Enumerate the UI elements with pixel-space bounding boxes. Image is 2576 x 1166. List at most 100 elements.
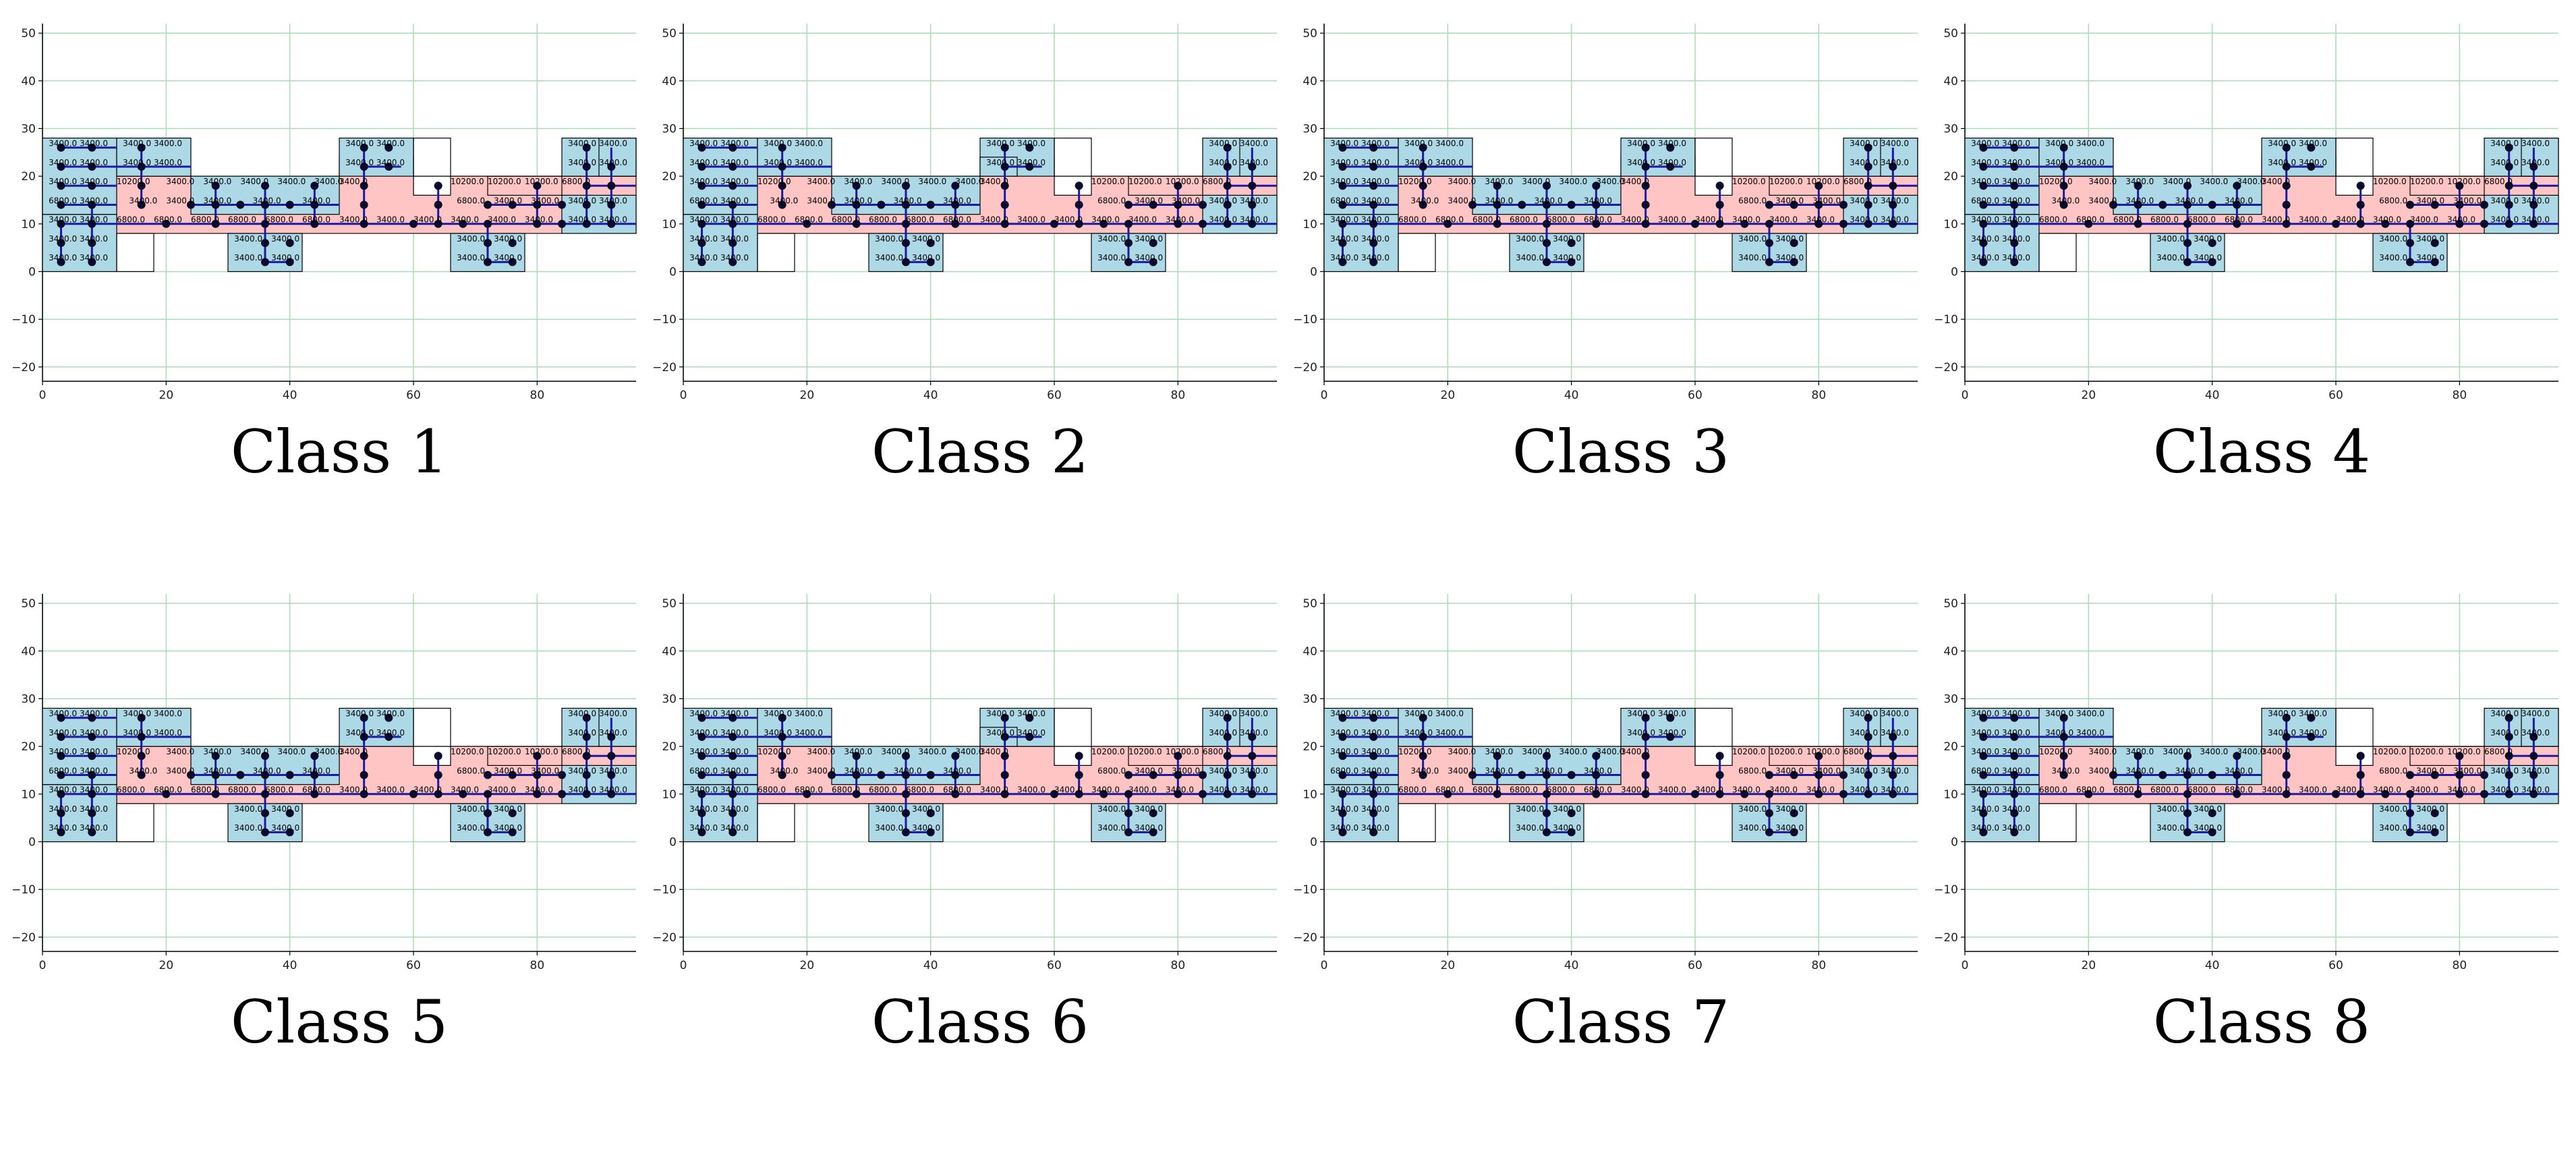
x-tick-label: 80 [530,389,545,402]
graph-node [2010,771,2019,779]
graph-node [2183,789,2192,798]
room-value-label: 10200.0 [1128,747,1162,756]
room-value-label: 3400.0 [1881,196,1909,205]
room-value-label: 3400.0 [49,785,77,795]
room-value-label: 3400.0 [1330,728,1358,738]
graph-node [1223,182,1232,190]
room-value-label: 6800.0 [943,215,971,225]
panel-title: Class 5 [231,987,448,1057]
x-tick-label: 60 [406,959,421,972]
graph-node [360,163,368,171]
room-value-label: 6800.0 [2150,785,2179,795]
graph-node [1839,219,1848,228]
room-value-label: 3400.0 [1240,196,1268,205]
room-value-label: 3400.0 [1404,728,1433,738]
graph-node [1790,258,1798,267]
graph-node [558,771,566,779]
room-value-label: 3400.0 [129,196,157,205]
graph-node [852,752,861,760]
graph-node [2084,789,2093,798]
room-value-label: 6800.0 [2225,785,2253,795]
room-outline [598,138,637,177]
graph-node [1199,200,1207,209]
graph-node [2208,828,2216,837]
graph-node [508,809,517,818]
graph-node [360,713,368,722]
graph-node [2529,789,2538,798]
graph-node [484,239,492,248]
graph-node [1338,200,1347,209]
room-value-label: 10200.0 [1091,177,1125,186]
graph-node [2134,200,2142,209]
room-value-label: 3400.0 [2156,823,2185,833]
room-outline [413,138,451,177]
room-value-label: 3400.0 [2521,139,2550,148]
room-value-label: 3400.0 [1209,139,1237,148]
room-value-label: 3400.0 [1209,196,1237,205]
graph-node [877,200,886,209]
graph-node [778,771,786,779]
room-value-label: 3400.0 [2237,747,2265,756]
room-value-label: 3400.0 [2268,709,2296,719]
graph-node [88,733,96,741]
room-value-label: 3400.0 [1361,785,1390,795]
room-value-label: 6800.0 [1097,766,1126,775]
graph-node [2059,752,2068,760]
room-value-label: 3400.0 [1621,215,1649,225]
room-value-label: 3400.0 [345,709,374,719]
graph-node [2480,219,2488,228]
y-tick-label: 20 [662,170,677,184]
y-tick-label: 30 [1943,692,1958,706]
graph-node [1124,771,1133,779]
room-value-label: 3400.0 [1330,139,1358,148]
room-value-label: 3400.0 [457,804,485,814]
room-value-label: 3400.0 [1559,747,1587,756]
graph-node [2208,809,2216,818]
panel-title: Class 4 [2153,417,2370,487]
graph-node [2529,182,2538,190]
graph-node [582,733,591,741]
graph-node [533,752,542,760]
room-value-label: 3400.0 [2002,158,2030,167]
room-value-label: 3400.0 [2002,196,2030,205]
graph-node [1075,219,1083,228]
room-value-label: 6800.0 [943,785,971,795]
graph-node [2059,163,2068,171]
room-value-label: 3400.0 [2379,253,2407,262]
graph-node [1864,789,1872,798]
graph-node [1567,258,1576,267]
x-tick-label: 40 [1564,959,1579,972]
graph-node [2010,219,2019,228]
room-value-label: 10200.0 [488,747,521,756]
room [116,707,192,747]
room-value-label: 3400.0 [568,158,596,167]
y-tick-label: 50 [1303,597,1317,611]
room-value-label: 3400.0 [2156,804,2185,814]
room-value-label: 3400.0 [1166,215,1194,225]
room-value-label: 3400.0 [689,158,718,167]
graph-node [137,143,146,152]
room-value-label: 3400.0 [1209,728,1237,738]
x-tick-label: 0 [1962,959,1969,972]
room-value-label: 3400.0 [2521,728,2550,738]
graph-node [1814,219,1823,228]
graph-node [1493,752,1501,760]
graph-node [1369,733,1378,741]
graph-node [1543,789,1551,798]
y-tick-label: 10 [662,218,677,231]
room-value-label: 3400.0 [271,234,299,244]
room-value-label: 3400.0 [1448,766,1476,775]
y-tick-label: −20 [1293,361,1317,374]
y-tick-label: 40 [662,75,677,88]
room-value-label: 3400.0 [2521,709,2550,719]
graph-node [2158,200,2167,209]
room-value-label: 3400.0 [912,234,940,244]
graph-node [1592,182,1601,190]
graph-node [2183,258,2192,267]
room-value-label: 3400.0 [457,234,485,244]
graph-node [211,200,220,209]
graph-node [434,752,442,760]
room-value-label: 3400.0 [689,709,718,719]
graph-node [1666,733,1675,741]
room-value-label: 3400.0 [1330,215,1358,225]
